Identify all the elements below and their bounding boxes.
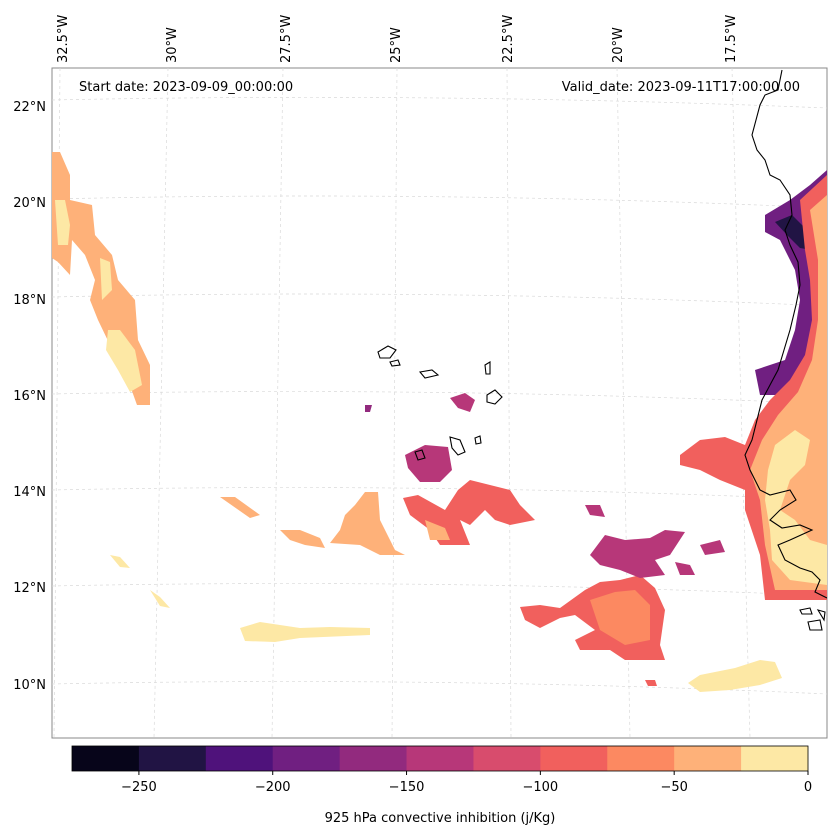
lat-label-10n: 10°N: [13, 678, 46, 693]
cin-region-south-e: [645, 680, 657, 686]
colorbar-swatch: [339, 746, 408, 771]
cin-region-west-inner: [55, 200, 142, 392]
colorbar: [72, 746, 809, 771]
map-content: [52, 68, 827, 738]
cin-region-central-d: [330, 492, 450, 555]
island-maio: [474, 435, 482, 445]
map-frame: [51, 67, 828, 739]
lon-labels: 32.5°W 30°W 27.5°W 25°W 22.5°W 20°W 17.5…: [56, 15, 739, 63]
colorbar-swatch: [272, 746, 341, 771]
colorbar-title: 925 hPa convective inhibition (j/Kg): [325, 811, 556, 826]
colorbar-tick-label: 0: [804, 780, 812, 795]
colorbar-tick-label: −150: [389, 780, 425, 795]
lon-label-17-5w: 17.5°W: [724, 15, 739, 63]
colorbar-swatch: [406, 746, 474, 771]
lon-label-25w: 25°W: [389, 27, 404, 63]
colorbar-swatch: [205, 746, 274, 771]
cin-region-central-e: [220, 497, 325, 548]
colorbar-swatch: [138, 746, 207, 771]
island-fogo: [414, 449, 426, 461]
lat-label-14n: 14°N: [13, 485, 46, 500]
cin-region-south-b: [590, 590, 650, 645]
valid-date-label: Valid_date: 2023-09-11T17:00:00.00: [562, 80, 800, 95]
colorbar-tick-label: −200: [255, 780, 291, 795]
bissagos-islands: [799, 607, 826, 631]
cin-region-south-c: [585, 505, 725, 578]
colorbar-tick-label: −250: [121, 780, 157, 795]
island-santiago: [449, 436, 466, 456]
lon-label-20w: 20°W: [611, 27, 626, 63]
lon-label-27-5w: 27.5°W: [279, 15, 294, 63]
colorbar-swatch: [741, 746, 809, 771]
cin-region-small: [365, 405, 372, 412]
island-sao-vicente: [389, 359, 401, 367]
cin-region-central-a: [405, 445, 452, 482]
coastlines: [377, 69, 827, 631]
lat-labels: 22°N 20°N 18°N 16°N 14°N 12°N 10°N: [13, 100, 46, 693]
colorbar-swatch: [72, 746, 140, 771]
colorbar-swatch: [607, 746, 675, 771]
cin-region-east-yellow: [765, 430, 827, 585]
lon-label-32-5w: 32.5°W: [56, 15, 71, 63]
colorbar-swatch: [540, 746, 608, 771]
lat-label-12n: 12°N: [13, 581, 46, 596]
island-boa-vista: [486, 389, 503, 405]
cin-region-south-d: [110, 555, 782, 692]
africa-coastline: [744, 69, 827, 599]
lat-label-20n: 20°N: [13, 196, 46, 211]
cin-region-east-dark: [775, 215, 812, 250]
cin-contours: [52, 152, 827, 692]
colorbar-swatch: [473, 746, 541, 771]
island-sao-nicolau: [418, 369, 440, 379]
colorbar-tick-label: −100: [523, 780, 559, 795]
lon-label-30w: 30°W: [165, 27, 180, 63]
lat-label-18n: 18°N: [13, 293, 46, 308]
start-date-label: Start date: 2023-09-09_00:00:00: [79, 80, 293, 95]
lat-label-16n: 16°N: [13, 389, 46, 404]
island-sal: [484, 361, 491, 375]
colorbar-frame: [71, 745, 809, 772]
lon-label-22-5w: 22.5°W: [501, 15, 516, 63]
island-santo-antao: [377, 345, 397, 359]
lat-label-22n: 22°N: [13, 100, 46, 115]
colorbar-tick-label: −50: [660, 780, 687, 795]
colorbar-ticks: −250 −200 −150 −100 −50 0: [121, 771, 812, 795]
colorbar-swatch: [674, 746, 742, 771]
cin-region-central-b: [450, 393, 475, 412]
